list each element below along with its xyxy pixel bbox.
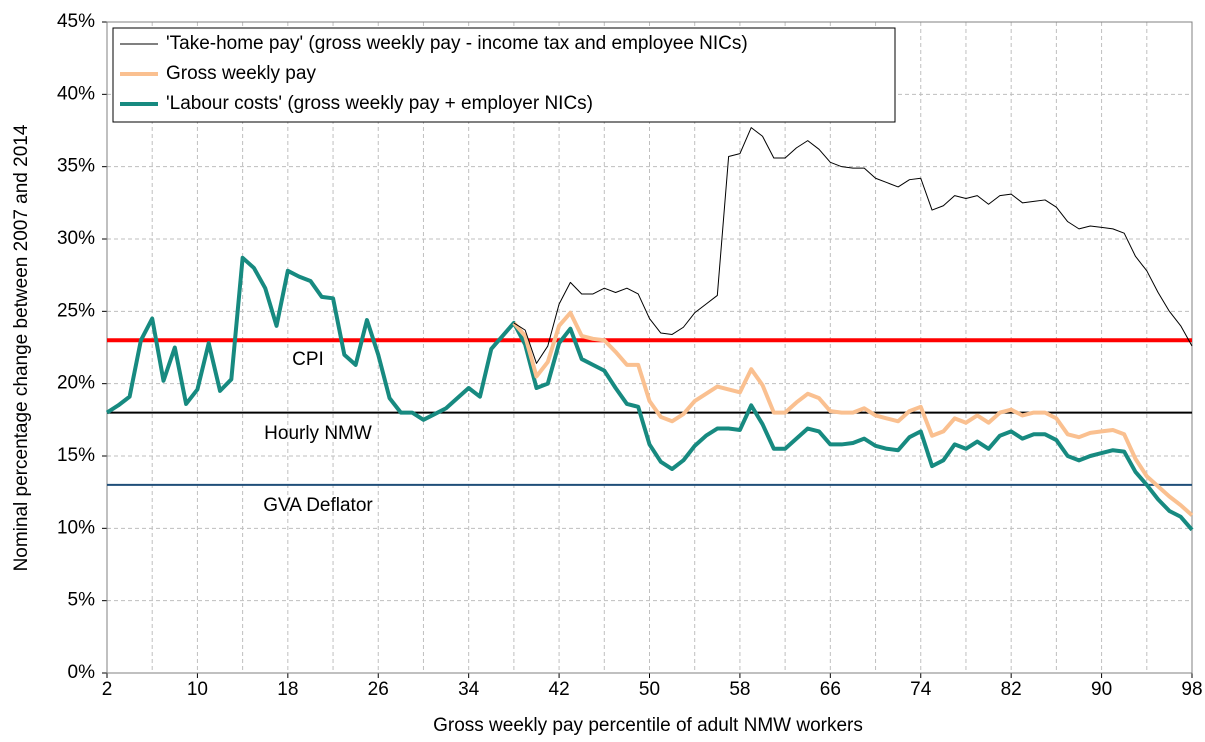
x-tick-label: 50 [639, 679, 660, 700]
x-axis-label: Gross weekly pay percentile of adult NMW… [433, 715, 863, 736]
y-tick-label: 25% [57, 300, 95, 321]
legend-label: 'Take-home pay' (gross weekly pay - inco… [166, 33, 748, 54]
x-tick-label: 2 [102, 679, 113, 700]
y-tick-label: 45% [57, 11, 95, 32]
x-tick-label: 18 [277, 679, 298, 700]
y-tick-label: 40% [57, 83, 95, 104]
x-tick-label: 66 [820, 679, 841, 700]
x-tick-label: 90 [1091, 679, 1112, 700]
y-tick-label: 10% [57, 517, 95, 538]
x-tick-label: 74 [910, 679, 932, 700]
x-tick-label: 34 [458, 679, 480, 700]
y-axis-label: Nominal percentage change between 2007 a… [11, 124, 32, 571]
x-tick-label: 82 [1001, 679, 1022, 700]
series-line [105, 255, 1194, 532]
legend-label: 'Labour costs' (gross weekly pay + emplo… [166, 93, 593, 114]
y-tick-label: 15% [57, 445, 95, 466]
y-tick-label: 5% [68, 590, 96, 611]
legend-label: Gross weekly pay [166, 63, 316, 84]
y-tick-label: 20% [57, 373, 95, 394]
reference-label: GVA Deflator [263, 495, 373, 516]
x-tick-label: 10 [187, 679, 208, 700]
x-tick-label: 58 [729, 679, 750, 700]
x-tick-label: 98 [1181, 679, 1202, 700]
plot-frame [106, 21, 1193, 674]
y-tick-label: 0% [68, 662, 96, 683]
reference-label: Hourly NMW [264, 423, 372, 444]
series-line [513, 127, 1193, 364]
y-tick-label: 35% [57, 156, 95, 177]
legend-box [112, 27, 896, 123]
y-tick-label: 30% [57, 228, 95, 249]
x-tick-label: 42 [549, 679, 570, 700]
series-line [512, 310, 1194, 517]
x-tick-label: 26 [368, 679, 389, 700]
reference-label: CPI [292, 349, 324, 370]
